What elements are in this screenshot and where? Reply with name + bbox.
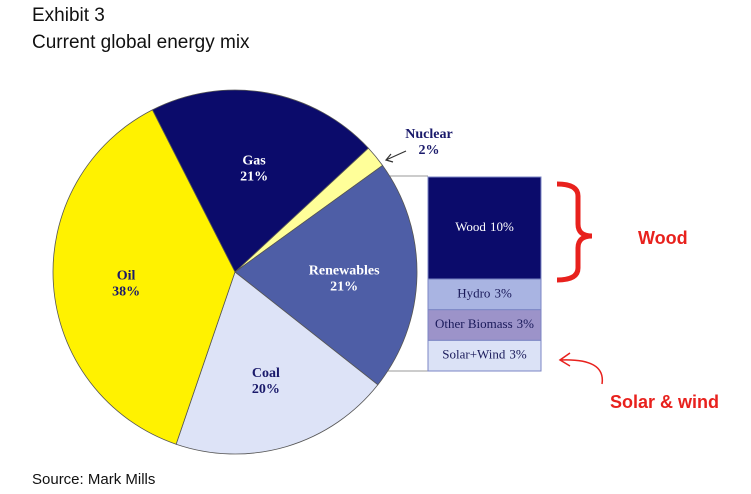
- bar-segment: [427, 176, 542, 280]
- value-label: 21%: [240, 169, 268, 184]
- slice-label: Nuclear 2%: [405, 127, 452, 158]
- category-label: Wood: [455, 219, 486, 234]
- value-label: 10%: [490, 219, 514, 234]
- category-label: Coal: [252, 366, 280, 381]
- source: Source: Mark Mills: [32, 471, 155, 488]
- brace: [556, 181, 593, 283]
- bar-segment: [427, 278, 542, 311]
- value-label: 2%: [419, 143, 440, 158]
- category-label: Solar+Wind: [442, 347, 506, 362]
- segment-label: Solar+Wind 3%: [442, 347, 527, 362]
- slice-label: Coal 20%: [252, 366, 280, 397]
- category-label: Gas: [242, 153, 266, 168]
- pie-slice: [52, 109, 236, 445]
- pie-slice: [175, 271, 379, 455]
- category-label: Nuclear: [405, 127, 452, 142]
- segment-label: Other Biomass 3%: [435, 316, 534, 331]
- chart-title: Current global energy mix: [32, 32, 250, 53]
- annotation: Solar & wind: [610, 392, 719, 412]
- annotation: Wood: [638, 228, 688, 248]
- exhibit-label: Exhibit 3: [32, 5, 105, 26]
- category-label: Renewables: [309, 263, 380, 278]
- slice-label: Renewables 21%: [309, 263, 380, 294]
- value-label: 20%: [252, 382, 280, 397]
- value-label: 3%: [509, 347, 527, 362]
- annotation-arrow: [558, 352, 604, 385]
- segment-label: Hydro 3%: [457, 285, 512, 300]
- bar-segment: [427, 339, 542, 372]
- category-label: Other Biomass: [435, 316, 513, 331]
- value-label: 21%: [330, 279, 358, 294]
- pie-slice: [234, 164, 418, 386]
- value-label: 3%: [494, 285, 512, 300]
- slice-label: Oil 38%: [112, 269, 140, 300]
- category-label: Oil: [117, 269, 136, 284]
- leader-arrow: [384, 150, 407, 163]
- category-label: Hydro: [457, 285, 490, 300]
- slice-label: Gas 21%: [240, 153, 268, 184]
- value-label: 38%: [112, 285, 140, 300]
- bar-segment: [427, 309, 542, 341]
- segment-label: Wood 10%: [455, 219, 514, 234]
- value-label: 3%: [517, 316, 535, 331]
- pie-slice: [151, 89, 369, 273]
